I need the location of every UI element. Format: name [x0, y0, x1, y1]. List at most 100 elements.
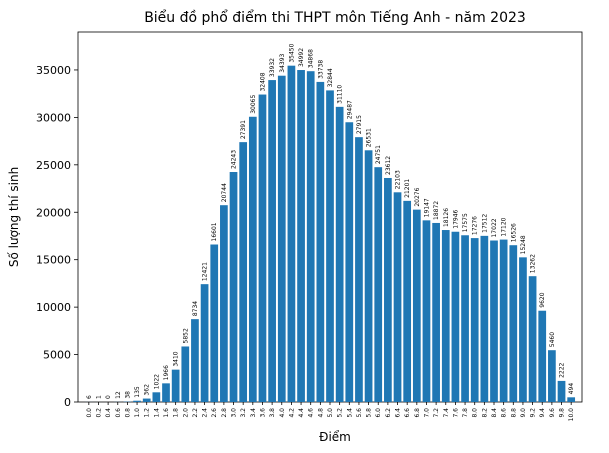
value-label: 9620: [539, 292, 546, 307]
value-label: 1966: [163, 365, 170, 380]
value-label: 33932: [269, 58, 276, 77]
value-label: 38: [124, 391, 131, 399]
bar: [171, 369, 180, 402]
x-tick-label: 8.2: [481, 408, 488, 418]
value-label: 5460: [549, 332, 556, 347]
value-label: 8734: [192, 301, 199, 316]
x-tick-label: 3.0: [231, 408, 238, 418]
x-tick-label: 2.8: [221, 408, 228, 418]
x-tick-label: 8.8: [510, 408, 517, 418]
value-label: 135: [134, 386, 141, 398]
x-tick-label: 1.8: [173, 408, 180, 418]
x-tick-label: 4.0: [279, 408, 286, 418]
value-label: 5852: [182, 328, 189, 343]
x-tick-label: 6.8: [414, 408, 421, 418]
x-tick-label: 5.0: [327, 408, 334, 418]
x-tick-label: 7.4: [443, 408, 450, 418]
value-label: 17276: [472, 216, 479, 235]
bar: [490, 240, 498, 402]
x-tick-label: 5.8: [366, 408, 373, 418]
x-tick-label: 6.6: [404, 408, 411, 418]
bar: [374, 167, 383, 402]
bar: [210, 244, 219, 402]
bar: [326, 90, 334, 402]
y-tick-label: 30000: [36, 111, 71, 124]
x-tick-label: 7.2: [433, 408, 440, 418]
bar: [239, 142, 248, 403]
x-tick-label: 5.4: [346, 408, 353, 418]
value-label: 494: [568, 383, 575, 395]
value-label: 21201: [404, 179, 411, 198]
x-tick-label: 2.6: [211, 408, 218, 418]
value-label: 20744: [221, 183, 228, 202]
value-label: 34393: [279, 53, 286, 72]
value-label: 26531: [366, 128, 373, 147]
y-tick-label: 35000: [36, 64, 71, 77]
value-label: 22103: [395, 170, 402, 189]
x-tick-label: 4.4: [298, 408, 305, 418]
x-tick-label: 0.8: [124, 408, 131, 418]
bar: [258, 94, 267, 402]
bar: [306, 71, 315, 403]
y-tick-label: 15000: [36, 254, 71, 267]
value-label: 20276: [414, 187, 421, 206]
bar: [335, 106, 344, 402]
x-tick-label: 3.4: [250, 408, 257, 418]
bar: [480, 235, 489, 402]
x-tick-label: 8.6: [501, 408, 508, 418]
x-tick-label: 10.0: [568, 408, 575, 422]
value-label: 32844: [327, 68, 334, 87]
bar: [345, 122, 354, 403]
x-tick-label: 3.6: [259, 408, 266, 418]
bar: [384, 177, 392, 402]
value-label: 16526: [510, 223, 517, 242]
x-axis-label: Điểm: [319, 430, 351, 444]
value-label: 27391: [240, 120, 247, 139]
x-tick-label: 9.2: [530, 408, 537, 418]
bar: [220, 205, 228, 402]
bar: [200, 284, 209, 402]
x-tick-label: 1.6: [163, 408, 170, 418]
bar: [133, 400, 141, 402]
bar: [142, 398, 151, 402]
bar: [509, 245, 518, 402]
x-tick-label: 4.6: [308, 408, 315, 418]
y-tick-label: 20000: [36, 206, 71, 219]
x-tick-label: 9.0: [520, 408, 527, 418]
value-label: 18126: [443, 208, 450, 227]
bar: [432, 222, 440, 402]
value-label: 34992: [298, 48, 305, 67]
bar: [441, 230, 450, 402]
x-tick-label: 7.0: [423, 408, 430, 418]
value-label: 12: [115, 391, 122, 399]
value-label: 17022: [491, 218, 498, 237]
value-label: 27915: [356, 115, 363, 134]
value-label: 12421: [202, 262, 209, 281]
x-tick-label: 6.2: [385, 408, 392, 418]
value-label: 17575: [462, 213, 469, 232]
y-tick-label: 0: [64, 396, 71, 409]
bar: [451, 231, 460, 402]
bar: [393, 192, 402, 402]
x-tick-label: 9.8: [559, 408, 566, 418]
x-tick-label: 7.8: [462, 408, 469, 418]
value-label: 30065: [250, 94, 257, 113]
x-tick-label: 3.8: [269, 408, 276, 418]
chart-title: Biểu đồ phổ điểm thi THPT môn Tiếng Anh …: [144, 9, 526, 26]
value-label: 6: [86, 395, 93, 399]
bar: [268, 80, 276, 402]
x-tick-label: 2.2: [192, 408, 199, 418]
bar: [567, 397, 576, 402]
value-label: 29487: [346, 100, 353, 119]
x-tick-label: 9.4: [539, 408, 546, 418]
x-tick-label: 6.0: [375, 408, 382, 418]
bar: [557, 380, 566, 402]
x-tick-label: 0.6: [115, 408, 122, 418]
bar: [297, 70, 305, 403]
value-label: 17946: [452, 209, 459, 228]
y-tick-label: 5000: [43, 349, 71, 362]
value-label: 0: [105, 395, 112, 399]
x-tick-label: 4.2: [288, 408, 295, 418]
bar: [422, 220, 431, 402]
bar: [519, 257, 527, 402]
